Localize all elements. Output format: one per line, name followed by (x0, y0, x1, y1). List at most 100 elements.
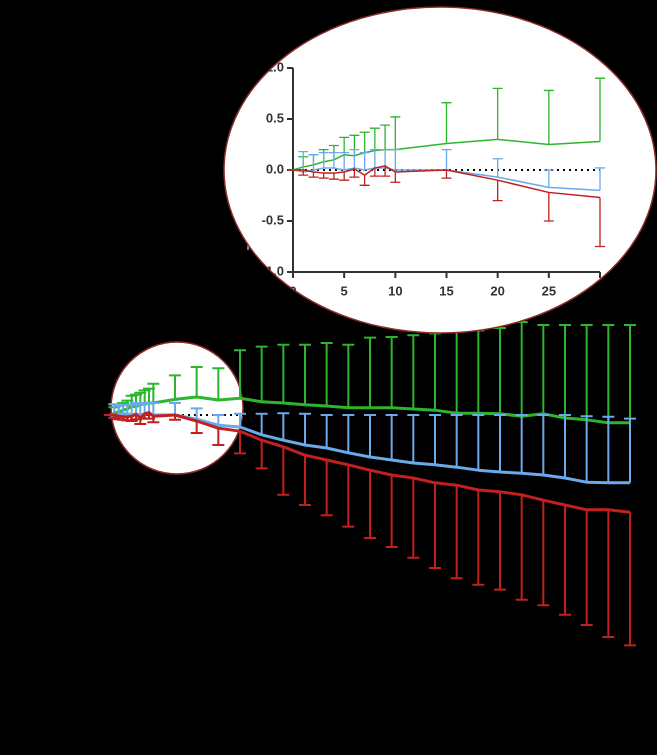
error-bar (359, 175, 370, 186)
error-bar (169, 374, 181, 400)
error-bar (342, 464, 355, 528)
error-bar (190, 421, 203, 434)
error-bar (364, 414, 376, 457)
y-tick-label: 0.0 (266, 161, 284, 176)
error-bar (328, 173, 339, 180)
error-bar (234, 412, 246, 427)
error-bar (624, 417, 636, 483)
series-line (109, 395, 630, 425)
error-bar (385, 414, 398, 460)
error-bar (450, 414, 463, 468)
series-line (110, 411, 631, 514)
error-bar (537, 414, 550, 475)
error-bar (543, 192, 554, 222)
error-bar (390, 172, 401, 183)
error-bar (580, 415, 593, 483)
error-bar (349, 168, 360, 178)
error-bar (255, 345, 268, 402)
error-bar (390, 148, 401, 170)
error-bar (169, 402, 181, 415)
series-line (292, 167, 601, 192)
error-bar (342, 343, 355, 408)
error-bar (298, 170, 309, 176)
error-bar (380, 148, 391, 168)
error-bar (492, 158, 503, 178)
error-bar (385, 475, 398, 548)
error-bar (308, 172, 319, 178)
error-bar (492, 180, 503, 202)
error-bar (543, 169, 554, 188)
error-bar (441, 170, 452, 179)
error-bar (212, 414, 225, 426)
error-bar (339, 136, 350, 155)
error-bar (494, 491, 506, 591)
error-bar (318, 152, 329, 168)
error-bar (212, 428, 225, 446)
error-bar (342, 414, 355, 453)
error-bar (369, 127, 380, 151)
error-bar (349, 148, 360, 168)
error-bar (380, 124, 391, 150)
error-bar (320, 414, 333, 448)
error-bar (441, 148, 452, 170)
error-bar (537, 500, 550, 607)
y-tick-label: -0.5 (262, 212, 284, 227)
y-tick-label: 0.5 (266, 110, 284, 125)
error-bar (492, 87, 503, 140)
error-bar (580, 509, 593, 626)
error-bar (147, 402, 160, 415)
error-bar (407, 414, 420, 463)
error-bar (537, 324, 550, 414)
error-bar (359, 131, 370, 153)
x-tick-label: 20 (490, 283, 504, 298)
error-bar (255, 440, 268, 470)
x-tick-label: 10 (388, 283, 402, 298)
error-bar (602, 415, 615, 483)
error-bar (277, 343, 290, 403)
error-bar (299, 455, 311, 506)
error-bar (234, 431, 246, 455)
error-bar (320, 460, 333, 517)
error-bar (429, 482, 441, 569)
series-line (293, 165, 601, 199)
error-bar (515, 494, 528, 601)
error-bar (494, 414, 506, 472)
error-bar (595, 197, 605, 248)
error-bar (369, 148, 380, 168)
error-bar (407, 478, 420, 559)
main-plot (104, 321, 636, 647)
x-tick-label: 5 (341, 283, 348, 298)
error-bar (298, 150, 309, 173)
x-tick-label: 15 (439, 283, 453, 298)
error-bar (369, 167, 380, 177)
error-bar (559, 414, 571, 478)
error-bar (450, 485, 463, 580)
error-bar (299, 343, 311, 405)
error-bar (407, 334, 420, 409)
error-bar (320, 342, 333, 406)
error-bar (190, 366, 203, 397)
error-bar (380, 165, 391, 177)
error-bar (299, 412, 311, 445)
error-bar (595, 77, 605, 142)
error-bar (602, 509, 615, 638)
error-bar (441, 102, 452, 144)
error-bar (624, 512, 636, 647)
error-bar (277, 412, 290, 441)
error-bar (390, 116, 401, 150)
error-bar (318, 173, 329, 179)
error-bar (359, 152, 370, 170)
error-bar (339, 152, 350, 170)
error-bar (339, 172, 350, 181)
error-bar (147, 382, 160, 403)
error-bar (624, 324, 636, 423)
error-bar (543, 89, 554, 145)
error-bar (559, 505, 571, 616)
error-bar (515, 414, 528, 474)
x-tick-label: 25 (542, 283, 556, 298)
error-bar (212, 367, 225, 400)
error-bar (595, 167, 605, 191)
error-bar (580, 324, 593, 420)
